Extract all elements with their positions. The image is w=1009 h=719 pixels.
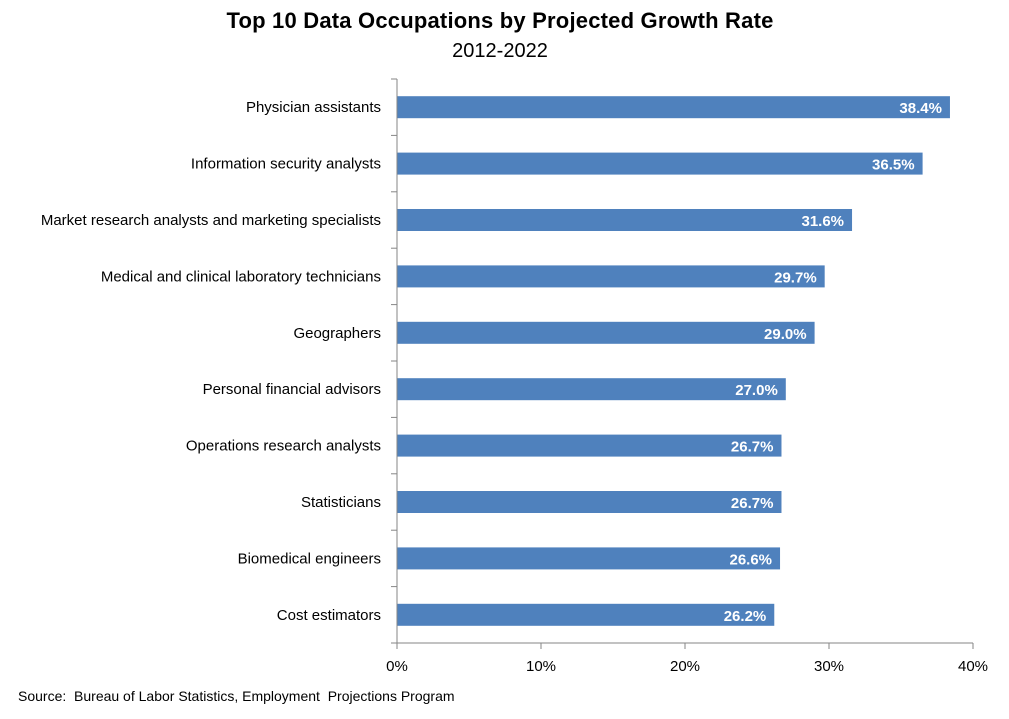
chart-title: Top 10 Data Occupations by Projected Gro… xyxy=(226,8,774,33)
category-label: Physician assistants xyxy=(246,99,381,116)
category-label: Geographers xyxy=(293,325,381,342)
category-label: Market research analysts and marketing s… xyxy=(41,212,381,229)
category-label: Personal financial advisors xyxy=(203,381,381,398)
bar xyxy=(397,265,825,288)
data-label: 29.0% xyxy=(764,326,807,343)
x-tick-label: 10% xyxy=(526,658,556,675)
category-label: Biomedical engineers xyxy=(238,550,381,567)
data-label: 36.5% xyxy=(872,157,915,174)
data-label: 26.7% xyxy=(731,439,774,456)
bar xyxy=(397,547,781,570)
data-label: 27.0% xyxy=(735,382,778,399)
source-note: Source: Bureau of Labor Statistics, Empl… xyxy=(18,688,455,704)
x-tick-label: 30% xyxy=(814,658,844,675)
data-label: 26.6% xyxy=(729,551,772,568)
bar xyxy=(397,603,775,626)
category-label: Cost estimators xyxy=(277,607,381,624)
bar xyxy=(397,152,923,175)
chart-subtitle: 2012-2022 xyxy=(452,40,548,62)
x-tick-label: 0% xyxy=(386,658,408,675)
data-label: 26.7% xyxy=(731,495,774,512)
data-label: 26.2% xyxy=(724,608,767,625)
category-label: Statisticians xyxy=(301,494,381,511)
bar xyxy=(397,209,853,231)
bar xyxy=(397,321,815,344)
bar xyxy=(397,378,786,401)
data-label: 38.4% xyxy=(899,100,942,117)
bar xyxy=(397,491,782,513)
category-label: Medical and clinical laboratory technici… xyxy=(101,268,381,285)
x-tick-label: 40% xyxy=(958,658,988,675)
data-label: 29.7% xyxy=(774,269,817,286)
data-label: 31.6% xyxy=(801,213,844,230)
category-label: Operations research analysts xyxy=(186,438,381,455)
category-label: Information security analysts xyxy=(191,156,381,173)
bar xyxy=(397,96,950,119)
bar xyxy=(397,434,782,457)
x-tick-label: 20% xyxy=(670,658,700,675)
